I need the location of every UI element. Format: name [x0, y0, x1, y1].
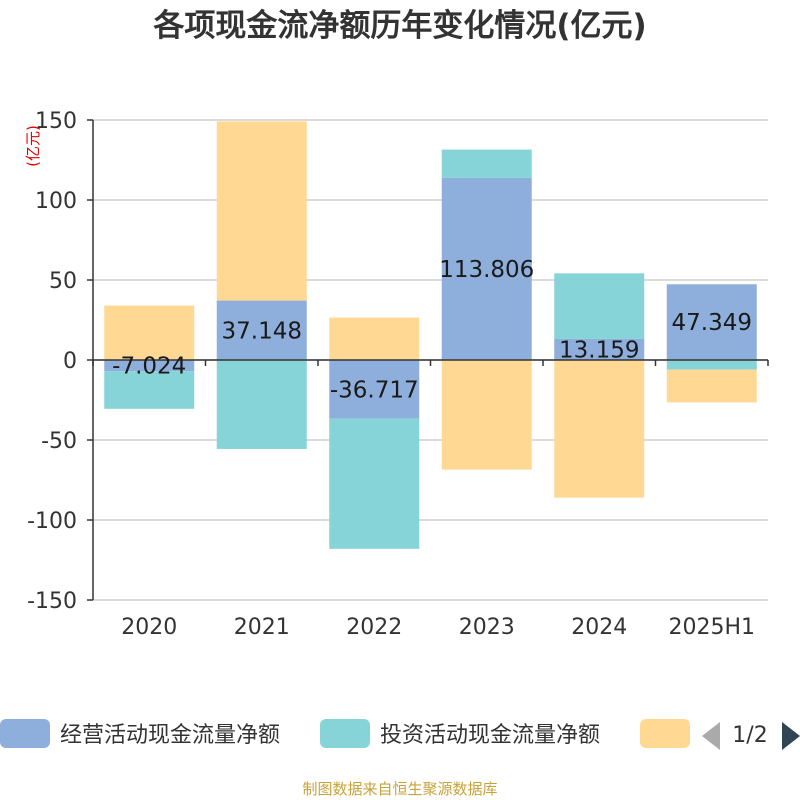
legend-label: 投资活动现金流量净额: [380, 723, 600, 748]
value-label: 113.806: [439, 257, 534, 283]
bar-segment: [441, 360, 532, 470]
x-tick-label: 2022: [346, 615, 402, 640]
x-tick-label: 2021: [234, 615, 290, 640]
value-labels: -7.024 37.148 -36.717 113.806 13.159 47.349: [112, 257, 752, 403]
axes: 150 100 50 0 -50 -100 -150 2020 2021 2022 2023 2024…: [27, 109, 769, 640]
y-tick-label: 50: [49, 269, 77, 294]
bar-segment: [216, 300, 307, 360]
bar-segment: [104, 305, 195, 360]
bar-segment: [554, 338, 645, 360]
y-tick-label: -100: [27, 509, 77, 534]
value-label: -36.717: [330, 377, 419, 403]
bar-segment: [554, 273, 645, 339]
legend-prev-page-icon[interactable]: [702, 722, 720, 750]
legend-label: 经营活动现金流量净额: [60, 723, 280, 748]
y-tick-label: -50: [41, 429, 77, 454]
bar-segment: [329, 418, 420, 549]
bar-segment: [216, 121, 307, 301]
value-label: 47.349: [672, 310, 752, 336]
x-tick-label: 2024: [571, 615, 627, 640]
bar-segment: [441, 177, 532, 360]
legend-swatch: [320, 719, 370, 748]
legend-swatch: [0, 719, 50, 748]
bar-segment: [666, 360, 757, 370]
bar-segment: [441, 149, 532, 178]
bar-segment: [104, 371, 195, 409]
legend-page-indicator: 1/2: [732, 723, 767, 748]
bars: [104, 121, 757, 549]
value-label: -7.024: [112, 354, 186, 380]
bar-segment: [329, 360, 420, 419]
source-note: 制图数据来自恒生聚源数据库: [302, 780, 497, 798]
x-tick-label: 2020: [121, 615, 177, 640]
bar-segment: [104, 360, 195, 372]
y-tick-label: -150: [27, 589, 77, 614]
bar-segment: [329, 317, 420, 360]
x-tick-label: 2023: [459, 615, 515, 640]
y-tick-label: 100: [35, 189, 77, 214]
legend-swatch: [640, 719, 690, 748]
bar-segment: [666, 284, 757, 360]
y-tick-label: 0: [63, 349, 77, 374]
y-tick-label: 150: [35, 109, 77, 134]
bar-segment: [666, 369, 757, 403]
legend-next-page-icon[interactable]: [782, 722, 800, 750]
value-label: 13.159: [559, 337, 639, 363]
chart-title: 各项现金流净额历年变化情况(亿元): [152, 8, 646, 44]
y-axis-unit: (亿元): [24, 125, 42, 167]
value-label: 37.148: [222, 318, 302, 344]
legend: 经营活动现金流量净额 投资活动现金流量净额 1/2: [0, 719, 800, 750]
bar-segment: [216, 360, 307, 449]
bar-segment: [554, 360, 645, 498]
x-tick-label: 2025H1: [668, 615, 755, 640]
